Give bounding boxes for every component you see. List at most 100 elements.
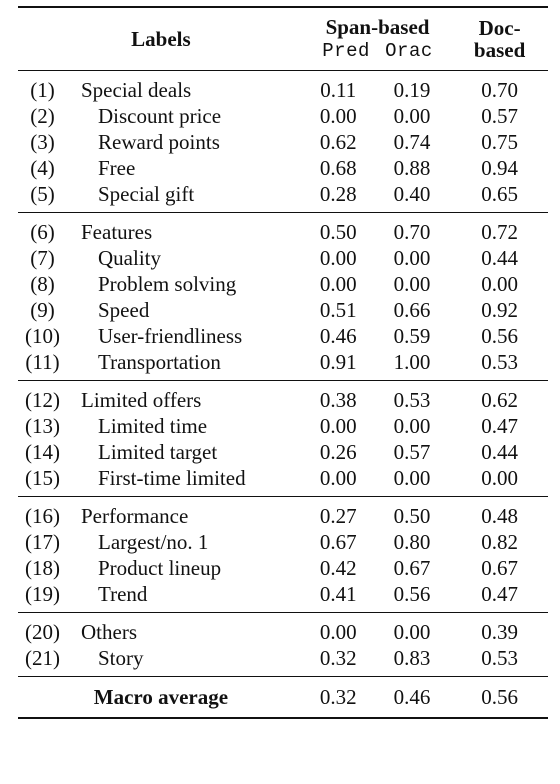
table-row: (5) Special gift 0.28 0.40 0.65 <box>18 181 548 213</box>
row-number: (17) <box>25 530 60 554</box>
row-label: Others <box>81 620 137 644</box>
doc-value: 0.47 <box>481 414 518 438</box>
macro-pred-value: 0.32 <box>319 685 357 709</box>
pred-value: 0.42 <box>319 556 357 580</box>
row-number: (12) <box>25 388 60 412</box>
row-number: (15) <box>25 466 60 490</box>
row-label: Trend <box>98 582 148 606</box>
table-row: (9) Speed 0.51 0.66 0.92 <box>18 297 548 323</box>
orac-value: 1.00 <box>393 350 431 374</box>
row-label: Largest/no. 1 <box>98 530 209 554</box>
row-label: First-time limited <box>98 466 246 490</box>
row-number: (16) <box>25 504 60 528</box>
orac-value: 0.56 <box>393 582 431 606</box>
header-row: Labels Span-based Pred Orac Doc- based <box>18 7 548 71</box>
span-based-title: Span-based <box>325 15 430 39</box>
macro-orac-value: 0.46 <box>393 685 431 709</box>
table-row: (10) User-friendliness 0.46 0.59 0.56 <box>18 323 548 349</box>
row-label: Special deals <box>81 78 192 102</box>
orac-value: 0.40 <box>393 182 431 206</box>
orac-value: 0.57 <box>393 440 431 464</box>
table-row: (20) Others 0.00 0.00 0.39 <box>18 612 548 646</box>
row-label: Story <box>98 646 144 670</box>
pred-value: 0.00 <box>319 414 357 438</box>
row-label: Reward points <box>98 130 220 154</box>
doc-value: 0.00 <box>481 272 518 296</box>
table-row: (3) Reward points 0.62 0.74 0.75 <box>18 129 548 155</box>
row-label: Speed <box>98 298 150 322</box>
row-label: Limited time <box>98 414 208 438</box>
orac-value: 0.50 <box>393 504 431 528</box>
table-row: (14) Limited target 0.26 0.57 0.44 <box>18 439 548 465</box>
orac-subheader: Orac <box>385 40 433 62</box>
pred-value: 0.91 <box>319 350 357 374</box>
doc-based-line1: Doc- <box>478 16 521 40</box>
table-row: (4) Free 0.68 0.88 0.94 <box>18 155 548 181</box>
row-number: (18) <box>25 556 60 580</box>
orac-value: 0.59 <box>393 324 431 348</box>
doc-value: 0.39 <box>481 620 518 644</box>
row-number: (5) <box>30 182 55 206</box>
orac-value: 0.74 <box>393 130 431 154</box>
doc-value: 0.72 <box>481 220 518 244</box>
pred-value: 0.00 <box>319 466 357 490</box>
row-number: (6) <box>30 220 55 244</box>
row-label: Problem solving <box>98 272 237 296</box>
pred-value: 0.11 <box>320 78 357 102</box>
pred-value: 0.26 <box>319 440 357 464</box>
doc-value: 0.00 <box>481 466 518 490</box>
orac-value: 0.00 <box>393 246 431 270</box>
span-subheaders: Pred Orac <box>304 38 451 62</box>
table-body: (1) Special deals 0.11 0.19 0.70 (2) Discount … <box>18 70 548 677</box>
pred-value: 0.28 <box>319 182 357 206</box>
pred-value: 0.00 <box>319 104 357 128</box>
row-number: (20) <box>25 620 60 644</box>
row-number: (8) <box>30 272 55 296</box>
row-number: (1) <box>30 78 55 102</box>
orac-value: 0.80 <box>393 530 431 554</box>
row-label: Product lineup <box>98 556 222 580</box>
table-row: (12) Limited offers 0.38 0.53 0.62 <box>18 380 548 414</box>
row-number: (2) <box>30 104 55 128</box>
table-row: (2) Discount price 0.00 0.00 0.57 <box>18 103 548 129</box>
row-label: Free <box>98 156 136 180</box>
orac-value: 0.88 <box>393 156 431 180</box>
pred-value: 0.00 <box>319 246 357 270</box>
row-number: (19) <box>25 582 60 606</box>
row-label: Features <box>81 220 153 244</box>
results-table: Labels Span-based Pred Orac Doc- based (… <box>18 6 548 719</box>
doc-value: 0.75 <box>481 130 518 154</box>
doc-value: 0.67 <box>481 556 518 580</box>
span-based-header: Span-based Pred Orac <box>304 7 451 71</box>
orac-value: 0.00 <box>393 466 431 490</box>
table-row: (7) Quality 0.00 0.00 0.44 <box>18 245 548 271</box>
doc-value: 0.92 <box>481 298 518 322</box>
pred-value: 0.00 <box>319 272 357 296</box>
doc-value: 0.53 <box>481 350 518 374</box>
orac-value: 0.00 <box>393 414 431 438</box>
pred-value: 0.32 <box>319 646 357 670</box>
doc-value: 0.70 <box>481 78 518 102</box>
orac-value: 0.70 <box>393 220 431 244</box>
table-row: (19) Trend 0.41 0.56 0.47 <box>18 581 548 613</box>
doc-value: 0.44 <box>481 440 518 464</box>
results-table-container: Labels Span-based Pred Orac Doc- based (… <box>18 6 548 719</box>
doc-based-line2: based <box>473 38 526 62</box>
pred-value: 0.41 <box>319 582 357 606</box>
row-number: (7) <box>30 246 55 270</box>
table-row: (21) Story 0.32 0.83 0.53 <box>18 645 548 677</box>
doc-value: 0.94 <box>481 156 518 180</box>
pred-subheader: Pred <box>322 40 370 62</box>
macro-doc-value: 0.56 <box>481 685 518 709</box>
doc-based-header: Doc- based <box>451 7 548 71</box>
row-number: (21) <box>25 646 60 670</box>
orac-value: 0.83 <box>393 646 431 670</box>
doc-value: 0.48 <box>481 504 518 528</box>
doc-value: 0.47 <box>481 582 518 606</box>
pred-value: 0.67 <box>319 530 357 554</box>
row-number: (9) <box>30 298 55 322</box>
pred-value: 0.46 <box>319 324 357 348</box>
row-number: (4) <box>30 156 55 180</box>
orac-value: 0.19 <box>393 78 431 102</box>
pred-value: 0.27 <box>319 504 357 528</box>
